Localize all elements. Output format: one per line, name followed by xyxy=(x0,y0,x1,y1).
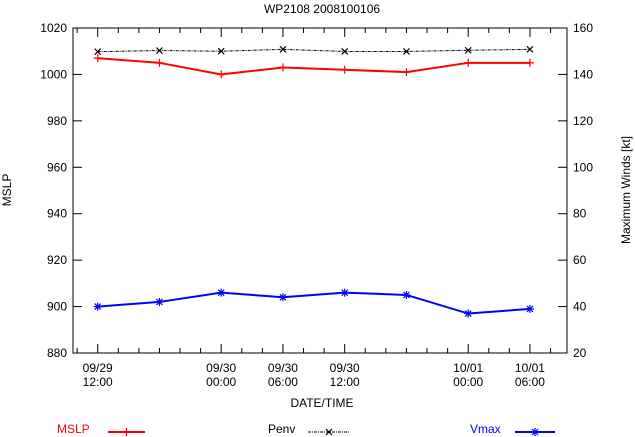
legend-item-penv: Penv xyxy=(268,422,350,436)
y-tick-label: 960 xyxy=(47,160,67,174)
series-mslp xyxy=(93,54,534,79)
x-marker xyxy=(94,303,102,310)
legend-item-vmax: Vmax xyxy=(470,422,555,436)
x-marker xyxy=(279,45,287,53)
x-tick-label-time: 12:00 xyxy=(83,375,113,389)
x-marker xyxy=(94,48,102,56)
series-line-mslp xyxy=(97,57,530,76)
y-tick-label: 1000 xyxy=(40,67,67,81)
y-tick-label: 940 xyxy=(47,207,67,221)
x-marker xyxy=(464,310,472,317)
x-marker xyxy=(403,291,410,299)
x-marker xyxy=(156,298,163,306)
legend-item-mslp: MSLP xyxy=(57,422,145,436)
y-tick-label: 1020 xyxy=(40,21,67,35)
x-tick-label-date: 09/30 xyxy=(330,361,360,375)
x-marker xyxy=(156,47,163,54)
y-tick-label: 880 xyxy=(47,346,67,360)
y2-tick-label: 20 xyxy=(573,346,587,360)
legend-label: Penv xyxy=(268,422,295,436)
y2-tick-label: 140 xyxy=(573,67,593,81)
y2-tick-label: 60 xyxy=(573,253,587,267)
y-tick-label: 900 xyxy=(47,300,67,314)
y-tick-label: 980 xyxy=(47,114,67,128)
x-tick-label-date: 09/30 xyxy=(268,361,298,375)
x-marker xyxy=(526,45,534,53)
x-marker xyxy=(531,428,539,436)
x-marker xyxy=(526,305,534,313)
y-tick-label: 920 xyxy=(47,253,67,267)
x-marker xyxy=(217,47,225,55)
x-tick-label-date: 09/30 xyxy=(206,361,236,375)
x-marker xyxy=(279,293,287,301)
x-tick-label-time: 12:00 xyxy=(330,375,360,389)
y2-tick-label: 120 xyxy=(573,114,593,128)
legend-label: MSLP xyxy=(57,422,90,436)
x-tick-label-time: 00:00 xyxy=(453,375,483,389)
y2-tick-label: 160 xyxy=(573,21,593,35)
series-line-vmax xyxy=(97,291,531,315)
series-penv xyxy=(94,45,534,56)
y2-tick-label: 100 xyxy=(573,160,593,174)
x-marker xyxy=(217,289,225,297)
x-tick-label-date: 10/01 xyxy=(515,361,545,375)
x-tick-label-date: 10/01 xyxy=(453,361,483,375)
y2-axis-label: Maximum Winds [kt] xyxy=(619,136,633,244)
chart-title: WP2108 2008100106 xyxy=(264,2,380,16)
legend-label: Vmax xyxy=(470,422,501,436)
x-marker xyxy=(325,428,333,436)
x-tick-label-time: 06:00 xyxy=(515,375,545,389)
x-marker xyxy=(341,289,349,297)
y2-tick-label: 40 xyxy=(573,300,587,314)
plot-frame xyxy=(72,27,568,354)
x-tick-label-time: 06:00 xyxy=(268,375,298,389)
series-vmax xyxy=(93,288,534,318)
x-tick-label-date: 09/29 xyxy=(83,361,113,375)
x-marker xyxy=(464,46,472,54)
x-tick-label-time: 00:00 xyxy=(206,375,236,389)
series-line-penv xyxy=(97,48,530,53)
y-axis-label: MSLP xyxy=(0,174,14,207)
x-axis-label: DATE/TIME xyxy=(290,396,353,410)
x-marker xyxy=(403,48,410,55)
y2-tick-label: 80 xyxy=(573,207,587,221)
x-marker xyxy=(341,48,349,55)
